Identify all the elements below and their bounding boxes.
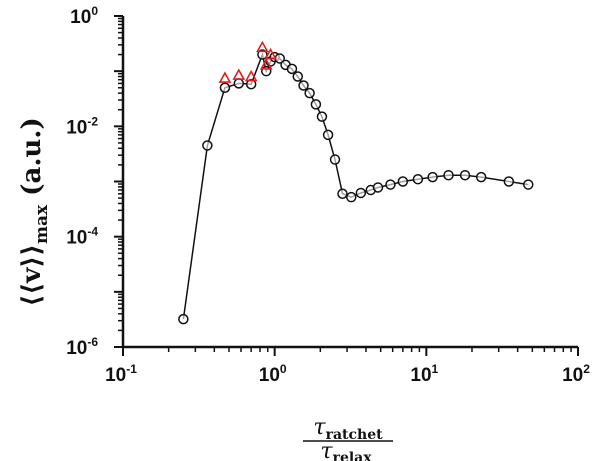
data-point-circle bbox=[443, 169, 454, 181]
data-point-circle bbox=[233, 78, 245, 89]
black-circle-series bbox=[178, 49, 534, 325]
y-tick-label: 100 bbox=[70, 4, 98, 28]
x-tick-label: 100 bbox=[259, 362, 287, 386]
data-point-circle bbox=[178, 313, 189, 325]
data-point-circle bbox=[385, 179, 396, 190]
x-axis-label-denominator: τrelax bbox=[320, 439, 372, 461]
x-tick-label: 101 bbox=[410, 362, 438, 386]
data-point-circle bbox=[427, 171, 438, 183]
x-tick-label: 102 bbox=[562, 362, 590, 386]
data-point-circle bbox=[202, 140, 213, 151]
data-point-circle bbox=[257, 49, 268, 60]
data-point-circle bbox=[292, 71, 304, 82]
y-axis-label-unit: (a.u.) bbox=[17, 117, 47, 205]
data-point-triangle bbox=[244, 69, 258, 82]
x-axis-label: τratchet τrelax bbox=[303, 415, 393, 461]
data-point-circle bbox=[219, 82, 231, 94]
data-point-circle bbox=[475, 171, 487, 183]
data-point-circle bbox=[337, 188, 348, 199]
data-point-circle bbox=[372, 182, 384, 193]
data-point-triangle bbox=[256, 40, 269, 53]
data-point-circle bbox=[260, 65, 272, 77]
data-point-triangle bbox=[259, 58, 273, 70]
data-point-triangle bbox=[264, 47, 277, 60]
data-point-circle bbox=[503, 176, 515, 187]
data-point-triangle bbox=[218, 71, 232, 83]
y-axis-label: ⟨⟨v⟩⟩max (a.u.) bbox=[17, 117, 52, 306]
y-axis-label-main: ⟨⟨v⟩⟩ bbox=[17, 244, 47, 307]
data-point-circle bbox=[329, 154, 341, 165]
data-point-circle bbox=[346, 191, 357, 203]
y-axis-label-subscript: max bbox=[32, 204, 52, 244]
data-point-circle bbox=[355, 187, 367, 199]
data-point-circle bbox=[412, 173, 424, 185]
data-point-circle bbox=[459, 169, 471, 181]
data-point-circle bbox=[397, 176, 409, 187]
data-point-circle bbox=[298, 80, 309, 91]
data-point-circle bbox=[316, 111, 328, 122]
tick-labels: 10-1 100 101 102 10-6 10-4 10-2 100 bbox=[66, 4, 590, 386]
tick-marks bbox=[114, 15, 579, 356]
data-point-circle bbox=[310, 99, 322, 110]
data-point-circle bbox=[304, 87, 315, 99]
series-line bbox=[182, 52, 529, 320]
data-point-circle bbox=[322, 129, 334, 141]
y-tick-label: 10-2 bbox=[66, 114, 98, 138]
x-tick-label: 10-1 bbox=[105, 362, 137, 386]
data-point-circle bbox=[523, 179, 534, 190]
y-tick-label: 10-4 bbox=[66, 225, 98, 249]
data-point-triangle bbox=[232, 68, 246, 80]
x-axis-label-numerator: τratchet bbox=[313, 415, 383, 443]
series-connecting-line bbox=[182, 52, 529, 320]
red-triangle-series bbox=[218, 40, 277, 83]
y-tick-label: 10-6 bbox=[66, 335, 98, 359]
data-point-circle bbox=[286, 63, 298, 75]
